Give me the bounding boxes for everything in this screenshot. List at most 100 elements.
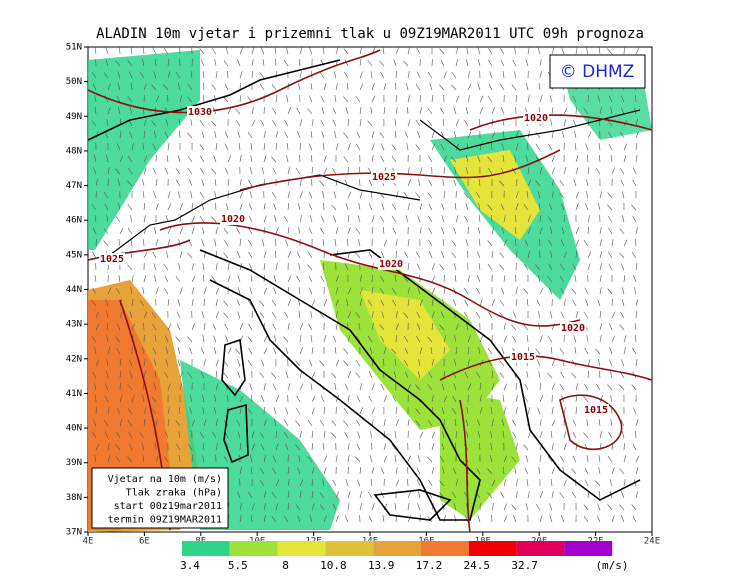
wind-arrow — [443, 515, 446, 523]
wind-arrow — [537, 275, 541, 283]
wind-arrow — [547, 336, 553, 343]
wind-arrow — [167, 191, 171, 199]
wind-arrow — [487, 492, 493, 499]
wind-arrow — [272, 383, 277, 391]
wind-arrow — [251, 431, 255, 439]
wind-arrow — [284, 311, 289, 319]
isobar-label: 1025 — [372, 172, 396, 183]
wind-arrow — [200, 167, 205, 175]
wind-arrow — [477, 47, 481, 55]
wind-arrow — [251, 59, 254, 67]
wind-arrow — [619, 504, 625, 511]
wind-arrow — [598, 455, 601, 463]
wind-arrow — [559, 192, 565, 199]
logo-text: © DHMZ — [560, 62, 635, 82]
wind-arrow — [177, 299, 181, 307]
color-bar-label: 17.2 — [416, 559, 443, 572]
wind-arrow — [380, 215, 385, 223]
wind-arrow — [299, 71, 302, 79]
wind-arrow — [383, 239, 388, 247]
wind-arrow — [549, 503, 553, 511]
wind-arrow — [561, 203, 565, 211]
wind-arrow — [249, 287, 253, 295]
wind-arrow — [359, 119, 362, 127]
wind-arrow — [167, 59, 170, 67]
wind-arrow — [347, 166, 349, 175]
wind-arrow — [213, 347, 217, 355]
wind-arrow — [263, 383, 266, 391]
wind-arrow — [310, 383, 313, 391]
wind-arrow — [307, 108, 313, 115]
wind-arrow — [511, 456, 517, 463]
wind-arrow — [214, 59, 217, 67]
wind-arrow — [428, 179, 433, 187]
wind-arrow — [431, 395, 434, 403]
wind-arrow — [380, 299, 385, 307]
wind-arrow — [139, 71, 145, 79]
wind-arrow — [94, 95, 97, 103]
wind-arrow — [403, 360, 409, 367]
wind-arrow — [419, 227, 422, 235]
wind-arrow — [379, 324, 385, 331]
wind-arrow — [103, 191, 109, 199]
wind-arrow — [331, 204, 337, 211]
wind-arrow — [333, 191, 337, 199]
wind-arrow — [359, 83, 364, 91]
wind-arrow — [611, 167, 616, 175]
wind-arrow — [621, 359, 625, 367]
wind-arrow — [223, 60, 229, 67]
wind-arrow — [417, 371, 421, 379]
wind-arrow — [203, 95, 205, 103]
wind-arrow — [501, 143, 505, 151]
wind-arrow — [191, 455, 193, 463]
wind-arrow — [211, 216, 217, 223]
wind-arrow — [319, 504, 325, 511]
wind-arrow — [311, 166, 313, 175]
wind-arrow — [597, 203, 601, 211]
wind-arrow — [322, 443, 325, 451]
wind-arrow — [331, 432, 337, 439]
wind-arrow — [583, 108, 589, 115]
wind-arrow — [476, 251, 481, 259]
wind-arrow — [611, 299, 613, 307]
wind-arrow — [202, 335, 205, 343]
wind-arrow — [235, 108, 241, 115]
wind-arrow — [463, 192, 469, 199]
wind-arrow — [248, 215, 253, 223]
wind-arrow — [551, 155, 555, 163]
wind-arrow — [287, 107, 291, 115]
wind-arrow — [298, 203, 301, 211]
wind-arrow — [563, 107, 568, 115]
wind-arrow — [595, 167, 601, 175]
wind-arrow — [535, 348, 541, 355]
wind-arrow — [610, 371, 613, 379]
wind-arrow — [380, 467, 385, 475]
wind-arrow — [595, 480, 601, 487]
wind-arrow — [283, 336, 289, 343]
wind-arrow — [395, 95, 398, 103]
color-swatch — [373, 541, 421, 556]
wind-arrow — [607, 251, 613, 259]
wind-arrow — [599, 263, 602, 271]
wind-arrow — [382, 515, 385, 523]
wind-arrow — [250, 467, 253, 475]
lat-label: 45N — [66, 250, 82, 260]
wind-arrow — [139, 432, 145, 439]
wind-arrow — [441, 251, 445, 259]
wind-arrow — [440, 143, 445, 151]
wind-arrow — [620, 131, 625, 139]
wind-arrow — [311, 467, 315, 475]
wind-arrow — [561, 227, 565, 235]
wind-arrow — [584, 479, 589, 487]
wind-arrow — [115, 168, 121, 175]
isobar-label: 1020 — [379, 259, 403, 270]
wind-arrow — [345, 203, 349, 211]
wind-arrow — [263, 155, 267, 163]
wind-arrow — [299, 119, 303, 127]
wind-arrow — [311, 407, 315, 415]
wind-arrow — [439, 84, 445, 91]
wind-arrow — [575, 155, 579, 163]
wind-arrow — [431, 275, 436, 283]
wind-arrow — [371, 311, 374, 319]
